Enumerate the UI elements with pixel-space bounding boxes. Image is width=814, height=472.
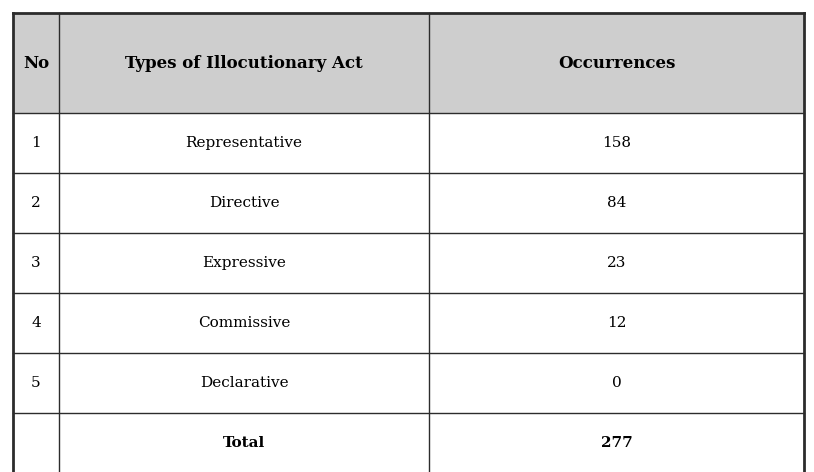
Text: 12: 12 [606, 316, 626, 330]
Text: 1: 1 [31, 136, 41, 150]
Text: 84: 84 [606, 196, 626, 210]
Bar [59, 293, 429, 353]
Text: Declarative: Declarative [199, 376, 288, 390]
Bar [59, 353, 429, 413]
Bar [13, 113, 59, 173]
Bar [429, 413, 804, 472]
Bar [429, 353, 804, 413]
Text: Occurrences: Occurrences [558, 54, 675, 71]
Text: Representative: Representative [186, 136, 303, 150]
Bar [429, 173, 804, 233]
Bar [59, 113, 429, 173]
Text: 3: 3 [31, 256, 41, 270]
Text: 5: 5 [31, 376, 41, 390]
Bar [13, 173, 59, 233]
Bar [13, 413, 59, 472]
Bar [59, 13, 429, 113]
Bar [429, 293, 804, 353]
Text: Directive: Directive [208, 196, 279, 210]
Text: Total: Total [223, 436, 265, 450]
Text: 4: 4 [31, 316, 41, 330]
Bar [13, 353, 59, 413]
Bar [59, 173, 429, 233]
Bar [59, 413, 429, 472]
Text: 23: 23 [606, 256, 626, 270]
Text: 2: 2 [31, 196, 41, 210]
Bar [13, 293, 59, 353]
Bar [13, 233, 59, 293]
Text: 0: 0 [611, 376, 621, 390]
Bar [429, 113, 804, 173]
Bar [59, 233, 429, 293]
Text: Types of Illocutionary Act: Types of Illocutionary Act [125, 54, 363, 71]
Text: 158: 158 [602, 136, 631, 150]
Text: Expressive: Expressive [202, 256, 286, 270]
Bar [429, 233, 804, 293]
Bar [429, 13, 804, 113]
Text: No: No [23, 54, 49, 71]
Text: Commissive: Commissive [198, 316, 290, 330]
Bar [13, 13, 59, 113]
Text: 277: 277 [601, 436, 632, 450]
